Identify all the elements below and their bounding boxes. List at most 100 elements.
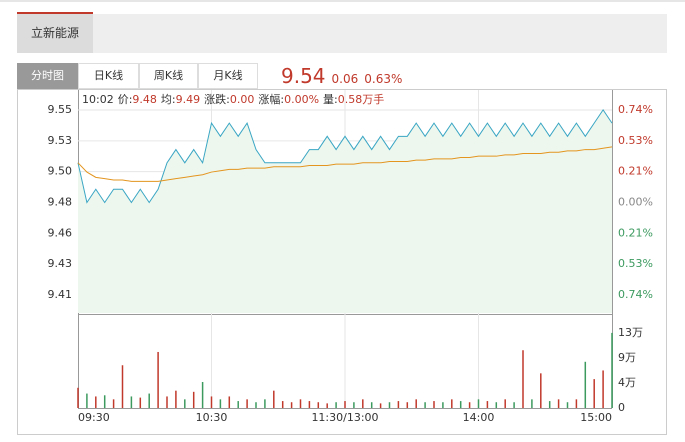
volume-bar: [575, 399, 578, 408]
volume-bar: [255, 402, 257, 408]
volume-bar: [130, 396, 133, 408]
volume-bar: [504, 399, 506, 408]
volume-bar: [281, 401, 284, 408]
y2-tick-label: 0.21%: [618, 165, 653, 178]
volume-tick-label: 0: [618, 401, 625, 414]
volume-bar: [584, 361, 587, 408]
volume-tick-label: 9万: [618, 351, 636, 364]
volume-bar: [406, 402, 409, 408]
info-label: 价:: [118, 93, 133, 106]
volume-bar: [103, 395, 106, 408]
chart-frame: [17, 89, 667, 435]
price-area: [78, 109, 612, 314]
volume-bar: [433, 401, 435, 408]
volume-bar: [353, 402, 355, 408]
y2-tick-label: 0.74%: [618, 288, 653, 301]
info-value: 9.49: [176, 93, 201, 106]
volume-bar: [370, 402, 373, 408]
y2-tick-label: 0.21%: [618, 226, 653, 239]
x-tick-label: 09:30: [78, 411, 110, 424]
volume-bar: [326, 403, 328, 408]
top-rule: [0, 0, 685, 2]
volume-bar: [157, 351, 159, 408]
volume-bar: [77, 387, 79, 408]
volume-bar: [531, 399, 533, 408]
volume-bar: [593, 379, 595, 408]
y2-tick-label: 0.53%: [618, 134, 653, 147]
volume-bar: [192, 391, 195, 408]
volume-bar: [495, 402, 498, 408]
tab-bar: [17, 14, 667, 53]
volume-bar: [513, 402, 515, 408]
volume-bar: [611, 332, 613, 408]
stock-tab[interactable]: 立新能源: [17, 12, 93, 53]
view-button[interactable]: 日K线: [78, 63, 139, 89]
info-label: 涨幅:: [258, 93, 284, 106]
y2-tick-label: 0.00%: [618, 196, 653, 209]
volume-bar: [602, 370, 604, 408]
info-value: 9.48: [132, 93, 157, 106]
volume-bar: [228, 396, 231, 408]
volume-bar: [424, 402, 426, 408]
volume-bar: [540, 373, 542, 408]
y-tick-label: 9.48: [48, 196, 73, 209]
volume-bar: [148, 393, 150, 408]
info-line: 10:02 价:9.48 均:9.49 涨跌:0.00 涨幅:0.00% 量:0.58万手: [82, 92, 384, 106]
volume-bar: [317, 402, 320, 408]
volume-bar: [121, 365, 124, 408]
y-tick-label: 9.55: [48, 103, 73, 116]
quote-change-pct: 0.63%: [364, 72, 403, 86]
volume-bar: [379, 403, 382, 408]
volume-bar: [139, 397, 142, 408]
info-label: 量:: [323, 93, 338, 106]
info-value: 0.58万手: [338, 92, 385, 106]
volume-bar: [486, 401, 489, 408]
x-tick-label: 10:30: [196, 411, 228, 424]
y-tick-label: 9.53: [48, 134, 73, 147]
y-tick-label: 9.50: [48, 165, 73, 178]
volume-bar: [264, 399, 266, 408]
volume-bar: [335, 402, 337, 408]
volume-tick-label: 13万: [618, 326, 643, 339]
y-tick-label: 9.41: [48, 288, 73, 301]
volume-bar: [175, 390, 177, 408]
view-button[interactable]: 分时图: [17, 63, 78, 89]
volume-bar: [184, 399, 186, 408]
price-line: [77, 108, 613, 204]
volume-bar: [112, 399, 115, 408]
volume-bar: [299, 399, 302, 408]
info-value: 0.00%: [284, 93, 319, 106]
volume-bar: [219, 399, 222, 408]
info-value: 0.00: [230, 93, 255, 106]
view-button[interactable]: 周K线: [139, 63, 198, 89]
volume-bar: [290, 402, 293, 408]
volume-bar: [86, 393, 88, 408]
info-label: 10:02: [82, 93, 114, 106]
info-label: 均:: [161, 93, 176, 106]
y-tick-label: 9.46: [48, 226, 73, 239]
volume-bar: [210, 396, 213, 408]
y-tick-label: 9.43: [48, 257, 73, 270]
quote: 9.54 0.06 0.63%: [281, 63, 408, 89]
volume-bar: [557, 399, 560, 408]
volume-bar: [308, 401, 311, 408]
average-line: [77, 146, 613, 182]
volume-bar: [166, 396, 168, 408]
volume-bar: [201, 382, 204, 408]
volume-bar: [344, 401, 346, 408]
volume-tick-label: 4万: [618, 376, 636, 389]
x-tick-label: 11:30/13:00: [311, 411, 378, 424]
volume-bar: [451, 399, 453, 408]
volume-bar: [273, 390, 275, 408]
volume-bar: [237, 401, 239, 408]
volume-bar: [548, 401, 551, 408]
view-button[interactable]: 月K线: [198, 63, 258, 89]
volume-bar: [459, 401, 462, 408]
volume-bar: [95, 396, 97, 408]
volume-bar: [362, 399, 364, 408]
volume-bar: [415, 399, 417, 408]
volume-bar: [388, 402, 391, 408]
volume-bar: [477, 399, 480, 408]
volume-bar: [246, 399, 248, 408]
